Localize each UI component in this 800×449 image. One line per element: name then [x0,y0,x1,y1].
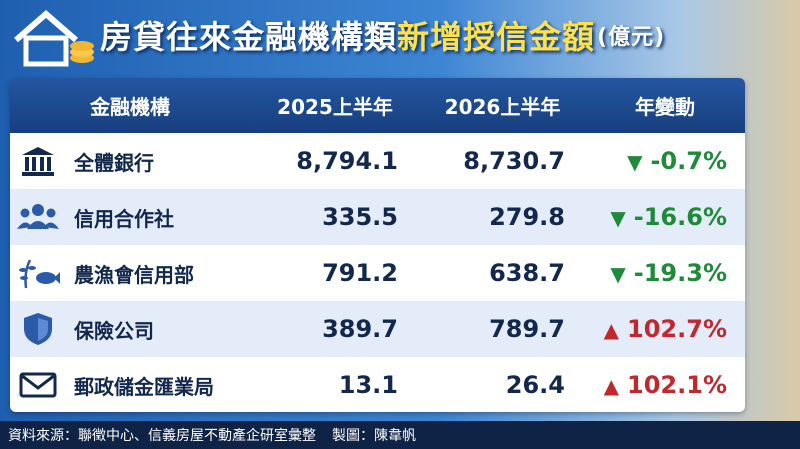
header-row: 金融機構 2025上半年 2026上半年 年變動 [10,78,745,133]
institution-cell: 全體銀行 [10,145,250,177]
amount-2025: 389.7 [322,315,398,343]
column-header: 年變動 [635,95,695,119]
column-header: 金融機構 [90,95,170,119]
amount-2025: 791.2 [322,259,398,287]
amount-2025: 13.1 [338,371,398,399]
amount-2026: 279.8 [489,203,565,231]
amount-2026: 8,730.7 [463,147,565,175]
column-header: 2025上半年 [277,95,393,119]
table: 金融機構 2025上半年 2026上半年 年變動全體銀行 8,794.1 8,730.7 ▼… [10,78,745,412]
table-row: 農漁會信用部 791.2 638.7 ▼ -19.3% [10,245,745,301]
institution-cell: 信用合作社 [10,201,250,233]
footer: 資料來源：聯徵中心、信義房屋不動產企研室彙整 製圖：陳韋帆 [0,421,800,449]
table-row: 郵政儲金匯業局 13.1 26.4 ▲ 102.1% [10,357,745,412]
table-row: 信用合作社 335.5 279.8 ▼ -16.6% [10,189,745,245]
institution-name: 全體銀行 [74,150,154,175]
change-value: 102.1% [627,371,727,399]
change-cell: ▲ 102.1% [585,371,745,399]
change-value: -19.3% [633,259,727,287]
change-cell: ▼ -0.7% [585,147,745,175]
institution-name: 信用合作社 [74,206,174,231]
amount-2026: 26.4 [505,371,565,399]
institution-icon [10,256,66,290]
amount-2026: 789.7 [489,315,565,343]
logo-icon [14,10,94,67]
institution-cell: 保險公司 [10,311,250,347]
institution-icon [10,370,66,400]
institution-icon [10,201,66,233]
change-value: -0.7% [650,147,727,175]
institution-icon [10,311,66,347]
down-arrow: ▼ [627,150,643,174]
change-cell: ▲ 102.7% [585,315,745,343]
up-arrow: ▲ [603,318,620,342]
change-value: -16.6% [633,203,727,231]
up-arrow: ▲ [603,374,620,398]
institution-name: 保險公司 [74,318,154,343]
source: 資料來源：聯徵中心、信義房屋不動產企研室彙整 [8,428,316,444]
amount-2026: 638.7 [489,259,565,287]
amount-2025: 8,794.1 [296,147,398,175]
table-row: 全體銀行 8,794.1 8,730.7 ▼ -0.7% [10,133,745,189]
institution-cell: 郵政儲金匯業局 [10,370,250,400]
table-row: 保險公司 389.7 789.7 ▲ 102.7% [10,301,745,357]
amount-2025: 335.5 [322,203,398,231]
down-arrow: ▼ [610,206,626,230]
credit: 製圖：陳韋帆 [332,428,416,444]
down-arrow: ▼ [610,262,626,286]
column-header: 2026上半年 [444,95,561,119]
institution-name: 農漁會信用部 [74,262,194,287]
change-cell: ▼ -19.3% [585,259,745,287]
change-cell: ▼ -16.6% [585,203,745,231]
title: 房貸往來金融機構類 新增授信金額 (億元) [100,10,665,60]
title-highlight: 新增授信金額 [397,18,596,56]
title-main: 房貸往來金融機構類 [100,18,398,56]
title-unit: (億元) [597,25,666,50]
institution-cell: 農漁會信用部 [10,256,250,290]
institution-icon [10,145,66,177]
change-value: 102.7% [627,315,727,343]
institution-name: 郵政儲金匯業局 [74,374,214,399]
